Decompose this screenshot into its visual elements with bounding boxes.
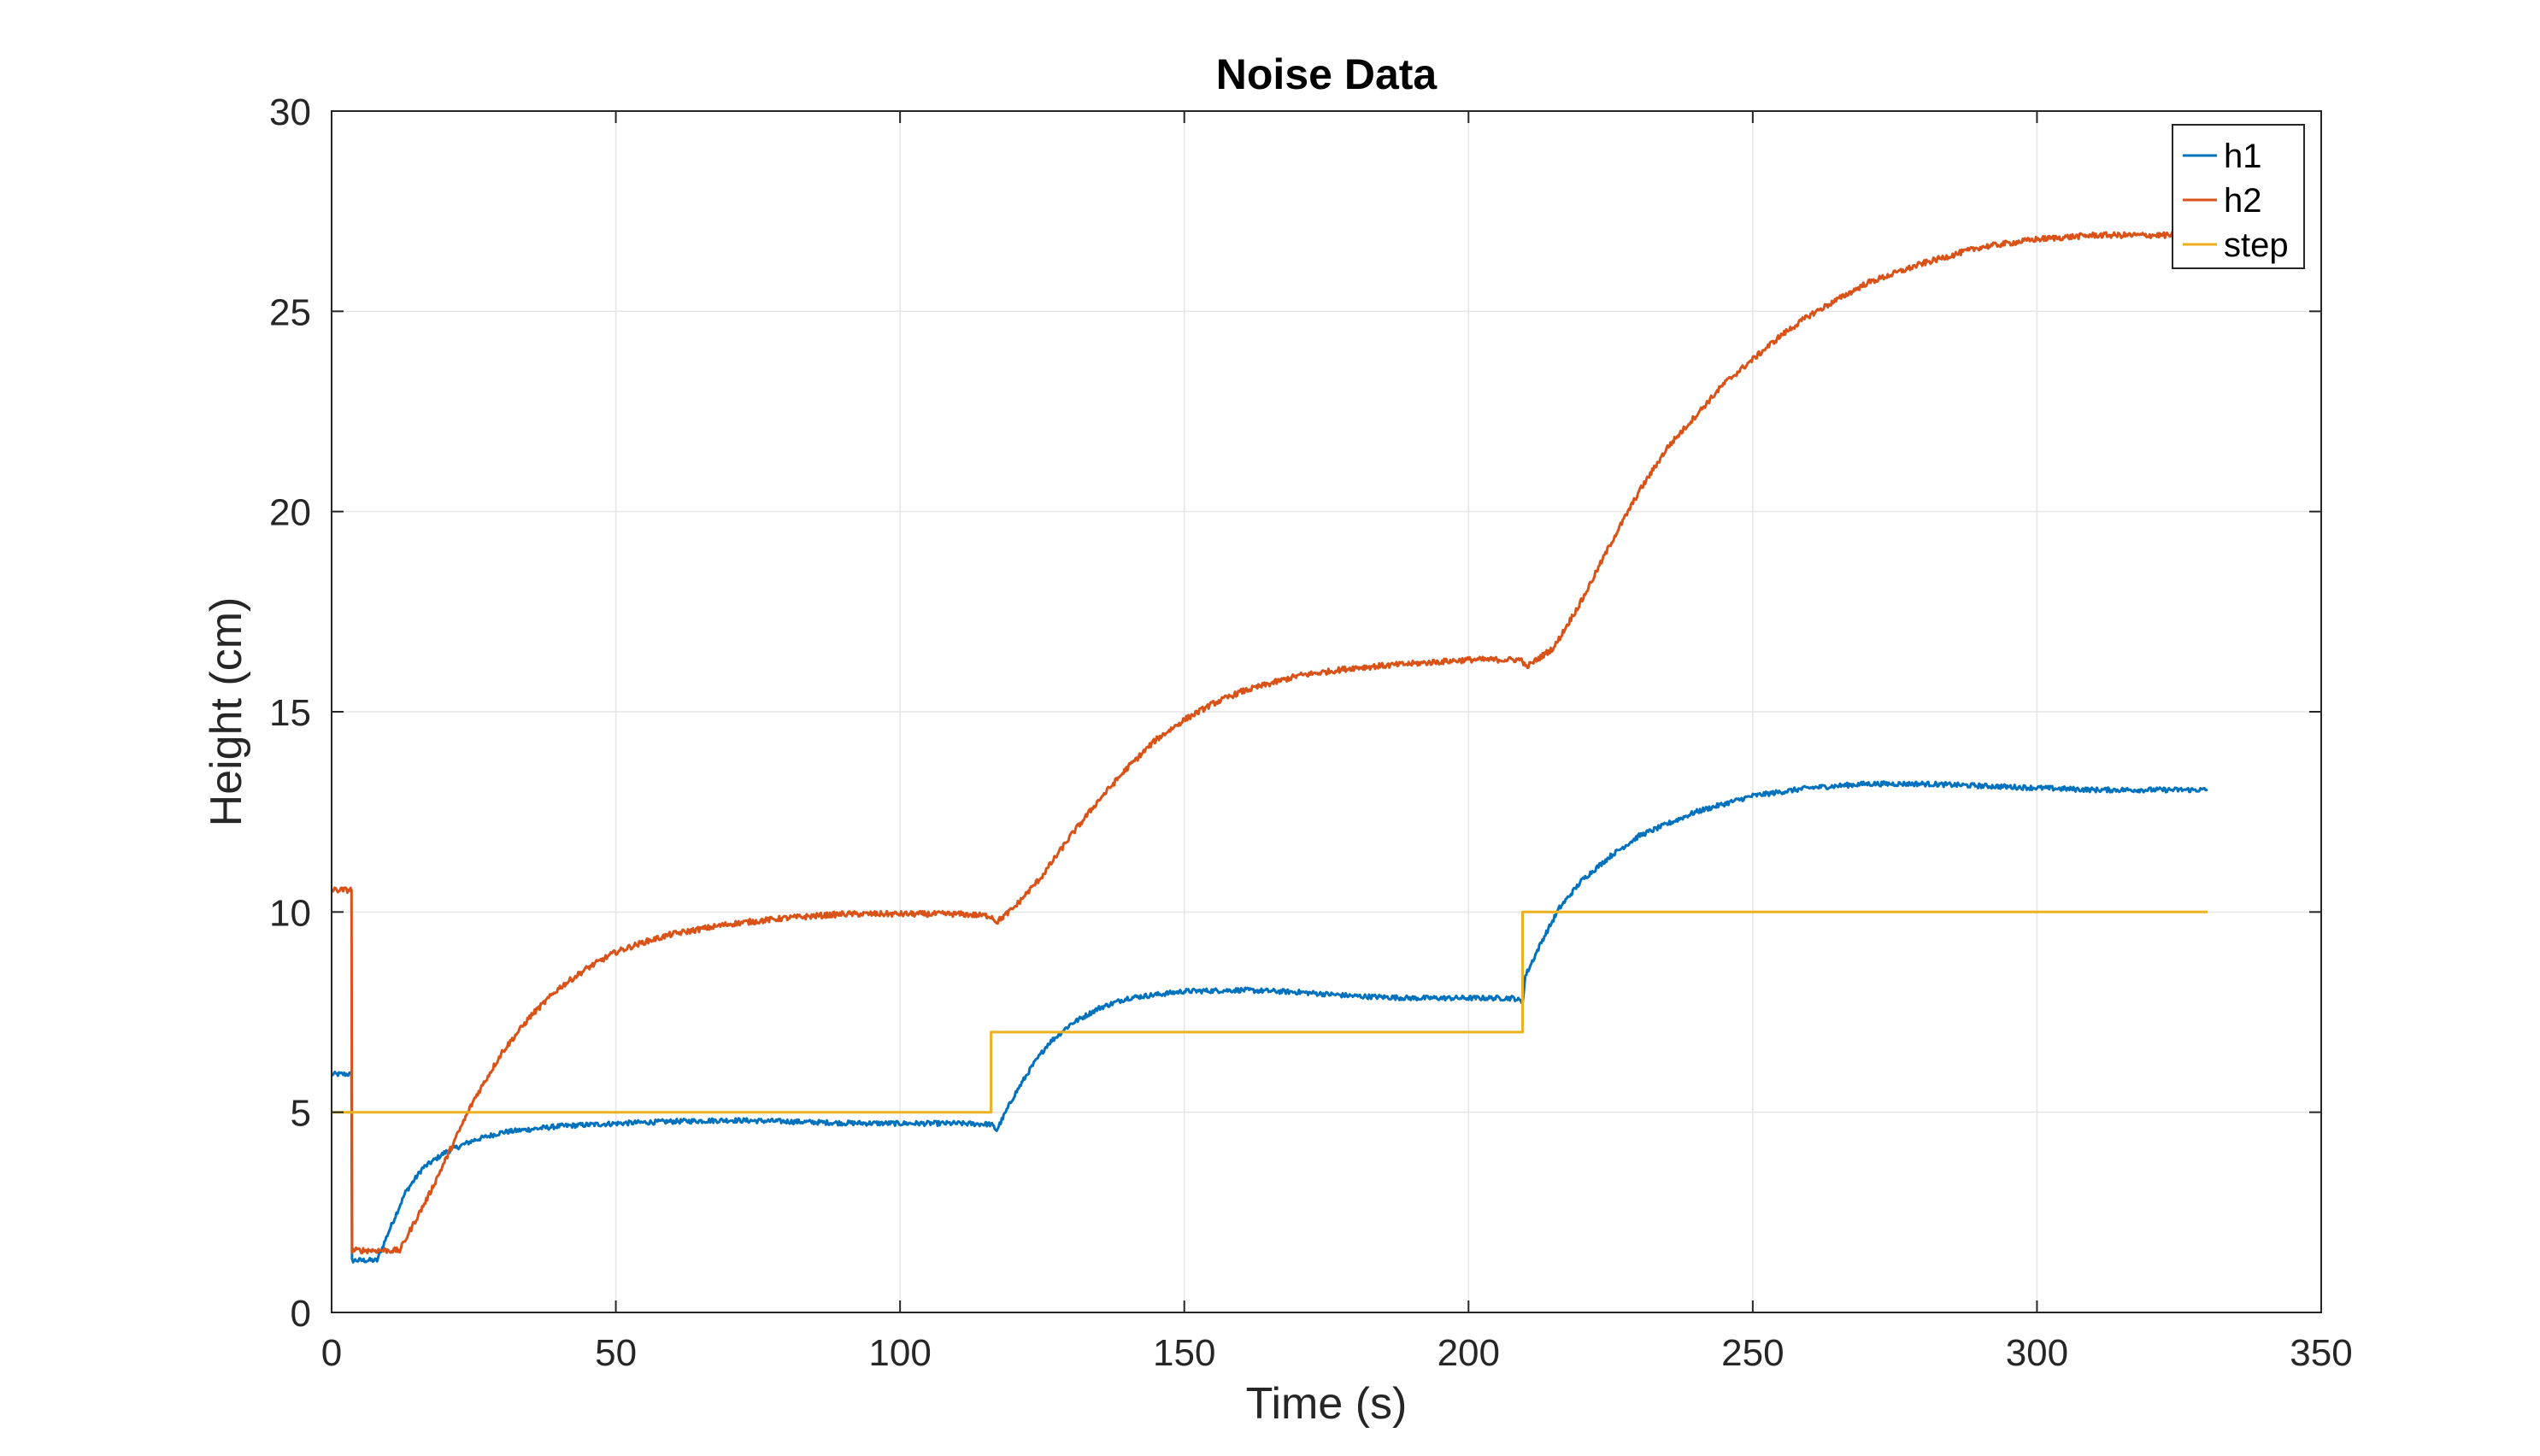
x-tick-label: 0	[321, 1332, 342, 1374]
grid-layer	[331, 110, 2322, 1313]
legend: h1 h2 step	[2172, 124, 2305, 269]
tick-layer: 0 50 100 150 200 250 300 350 0 5 10 15 20 25 30	[269, 91, 2353, 1374]
series-line-h2	[330, 231, 2209, 1254]
x-tick-label: 250	[1721, 1332, 1784, 1374]
y-tick-label: 20	[269, 492, 311, 534]
y-tick-label: 15	[269, 692, 311, 734]
y-tick-label: 25	[269, 291, 311, 333]
y-tick-label: 30	[269, 91, 311, 133]
x-tick-label: 200	[1438, 1332, 1500, 1374]
chart-title: Noise Data	[1216, 50, 1438, 98]
legend-label-h1: h1	[2224, 138, 2262, 175]
series-layer	[330, 231, 2209, 1264]
x-tick-label: 350	[2290, 1332, 2352, 1374]
y-tick-label: 0	[291, 1293, 311, 1335]
x-tick-label: 100	[868, 1332, 931, 1374]
series-line-h1	[330, 780, 2208, 1264]
legend-label-step: step	[2224, 226, 2289, 264]
y-tick-label: 5	[291, 1093, 311, 1135]
x-axis-title: Time (s)	[1246, 1379, 1408, 1429]
x-tick-label: 50	[595, 1332, 637, 1374]
x-tick-label: 300	[2006, 1332, 2068, 1374]
legend-label-h2: h2	[2224, 182, 2262, 220]
y-tick-label: 10	[269, 892, 311, 934]
y-axis-title: Height (cm)	[202, 597, 251, 827]
x-tick-label: 150	[1153, 1332, 1215, 1374]
series-line-step	[332, 910, 2208, 1114]
